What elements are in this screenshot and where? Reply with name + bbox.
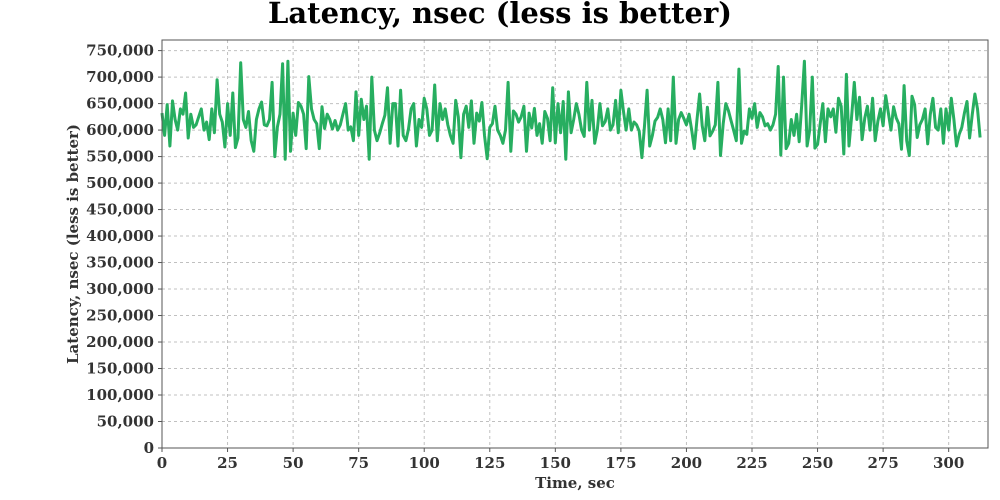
y-tick-label: 300,000 (86, 280, 154, 298)
x-tick-label: 125 (474, 454, 505, 472)
x-gridlines (161, 40, 950, 448)
chart-title: Latency, nsec (less is better) (268, 0, 732, 30)
x-tick-label: 25 (217, 454, 238, 472)
y-tick-label: 50,000 (97, 413, 154, 431)
y-tick-label: 0 (144, 439, 154, 457)
x-tick-label: 275 (867, 454, 898, 472)
y-tick-label: 100,000 (86, 386, 154, 404)
x-tick-label: 150 (540, 454, 571, 472)
y-tick-label: 700,000 (86, 68, 154, 86)
x-tick-labels: 0 25 50 75 100 125 150 175 200 225 250 275 300 (157, 448, 964, 472)
y-tick-label: 750,000 (86, 42, 154, 60)
plot-area-border (161, 39, 989, 449)
x-tick-label: 75 (348, 454, 369, 472)
y-tick-label: 200,000 (86, 333, 154, 351)
y-tick-label: 350,000 (86, 254, 154, 272)
y-tick-label: 500,000 (86, 174, 154, 192)
series-line (160, 59, 982, 161)
x-tick-label: 250 (802, 454, 833, 472)
y-tick-label: 550,000 (86, 148, 154, 166)
x-tick-label: 0 (157, 454, 167, 472)
y-tick-label: 650,000 (86, 95, 154, 113)
x-tick-label: 100 (409, 454, 440, 472)
x-tick-label: 50 (283, 454, 304, 472)
y-tick-labels: 0 50,000 100,000 150,000 200,000 250,000 300,0… (86, 42, 162, 457)
x-tick-label: 175 (605, 454, 636, 472)
y-tick-label: 400,000 (86, 227, 154, 245)
x-tick-label: 200 (671, 454, 702, 472)
y-tick-label: 250,000 (86, 307, 154, 325)
x-axis-label: Time, sec (535, 474, 615, 492)
x-tick-label: 225 (736, 454, 767, 472)
y-tick-label: 600,000 (86, 121, 154, 139)
x-tick-label: 300 (933, 454, 964, 472)
y-tick-label: 450,000 (86, 201, 154, 219)
y-axis-label: Latency, nsec (less is better) (64, 124, 82, 364)
y-tick-label: 150,000 (86, 360, 154, 378)
